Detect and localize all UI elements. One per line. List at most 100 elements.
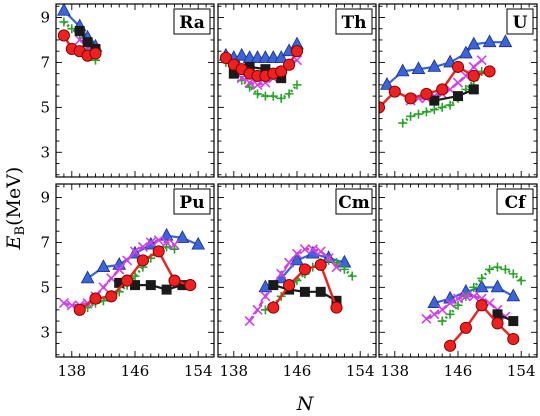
element-label-box [173, 188, 211, 215]
point-black-square [114, 277, 125, 288]
element-label-u: U [513, 13, 528, 33]
point-blue-triangle [427, 59, 442, 72]
point-green-plus [477, 273, 487, 283]
point-red-circle [57, 29, 70, 42]
element-label-cf: Cf [505, 193, 528, 213]
series-black-square-cf [492, 309, 519, 327]
point-red-circle [436, 83, 449, 96]
point-red-circle [283, 58, 296, 71]
point-black-square [145, 280, 156, 291]
point-green-plus [406, 111, 416, 121]
point-red-circle [168, 274, 181, 287]
point-green-plus [260, 91, 270, 101]
point-red-circle [379, 101, 386, 114]
x-tick-label: 154 [346, 362, 375, 380]
point-black-square [260, 64, 271, 75]
y-tick-label: 9 [40, 188, 50, 206]
series-group-ra [57, 4, 103, 65]
point-green-plus [347, 271, 357, 281]
y-tick-label: 3 [40, 143, 50, 161]
point-black-square [177, 280, 188, 291]
series-group-cf [421, 262, 526, 352]
point-red-circle [330, 301, 343, 314]
point-blue-triangle [96, 259, 111, 273]
x-axis-label: N [296, 393, 315, 415]
panel-cf: Cf 138 146 154 [378, 183, 538, 380]
point-magenta-cross [291, 248, 303, 259]
point-green-plus [437, 102, 447, 112]
element-label-ra: Ra [179, 13, 205, 33]
point-magenta-cross [98, 282, 109, 293]
point-red-circle [89, 47, 102, 60]
element-label-box [335, 188, 373, 215]
point-red-circle [219, 51, 232, 64]
point-magenta-cross [58, 298, 69, 309]
point-magenta-cross [437, 304, 448, 315]
point-blue-triangle [290, 252, 304, 266]
point-magenta-cross [114, 264, 125, 275]
point-black-square [508, 316, 519, 327]
point-green-plus [414, 109, 423, 119]
series-green-plus-cf [437, 262, 526, 326]
series-red-circle-ra [57, 29, 102, 62]
series-blue-triangle-th [219, 36, 304, 63]
x-tick-label: 138 [219, 362, 248, 380]
point-blue-triangle [274, 50, 289, 63]
point-red-circle [73, 303, 86, 316]
point-magenta-cross [460, 291, 471, 302]
point-blue-triangle [459, 45, 473, 59]
y-axis-label-unit: (MeV) [3, 167, 25, 226]
point-black-square [429, 95, 440, 106]
y-axis-label-subscript: B [13, 226, 28, 236]
series-line-green-plus [224, 61, 298, 100]
y-tick-label: 9 [40, 8, 50, 26]
point-green-plus [453, 300, 463, 310]
point-blue-triangle [191, 236, 206, 250]
point-magenta-cross [452, 293, 464, 304]
point-red-circle [507, 332, 520, 346]
series-red-circle-cf [444, 299, 520, 352]
point-red-circle [298, 263, 311, 276]
series-red-circle-pu [73, 245, 197, 316]
point-green-plus [493, 262, 502, 272]
point-magenta-cross [468, 61, 479, 72]
point-black-square [453, 91, 463, 102]
point-green-plus [445, 309, 455, 319]
svg-text:EB(MeV): EB(MeV) [3, 167, 28, 251]
point-red-circle [404, 92, 417, 105]
point-green-plus [516, 276, 526, 286]
point-green-plus [59, 17, 69, 27]
point-green-plus [268, 91, 278, 101]
point-red-circle [283, 279, 296, 292]
point-red-circle [444, 339, 457, 352]
point-green-plus [429, 105, 439, 115]
series-group-u [379, 34, 513, 128]
point-black-square [315, 286, 326, 297]
point-black-square [130, 280, 140, 291]
point-green-plus [292, 80, 302, 90]
point-magenta-cross [323, 253, 334, 264]
point-magenta-cross [429, 309, 440, 320]
panel-cm: Cm 138 146 154 [217, 183, 377, 380]
point-black-square [82, 37, 93, 48]
series-red-circle-th [219, 45, 304, 82]
element-label-box [173, 8, 211, 35]
point-red-circle [483, 65, 496, 78]
y-tick-label: 5 [40, 278, 50, 296]
x-tick-label: 138 [380, 362, 409, 380]
series-line-green-plus [441, 265, 523, 323]
point-blue-triangle [395, 63, 410, 77]
y-axis-label: EB(MeV) [3, 167, 28, 251]
point-magenta-cross [252, 304, 263, 315]
point-magenta-cross [452, 77, 464, 88]
point-red-circle [420, 87, 433, 100]
point-black-square [268, 280, 279, 291]
point-green-plus [500, 264, 510, 274]
panel-pu: Pu 3 5 7 9 138 146 154 [40, 183, 215, 380]
series-blue-triangle-u [380, 34, 513, 90]
series-line-green-plus [401, 70, 483, 125]
point-green-plus [162, 242, 172, 252]
element-label-box [506, 8, 534, 35]
chart-panels: Ra 3 5 7 9 Th U Pu 3 5 7 9 138 146 154 Cm 138 146 154 Cf 138… [40, 3, 538, 380]
